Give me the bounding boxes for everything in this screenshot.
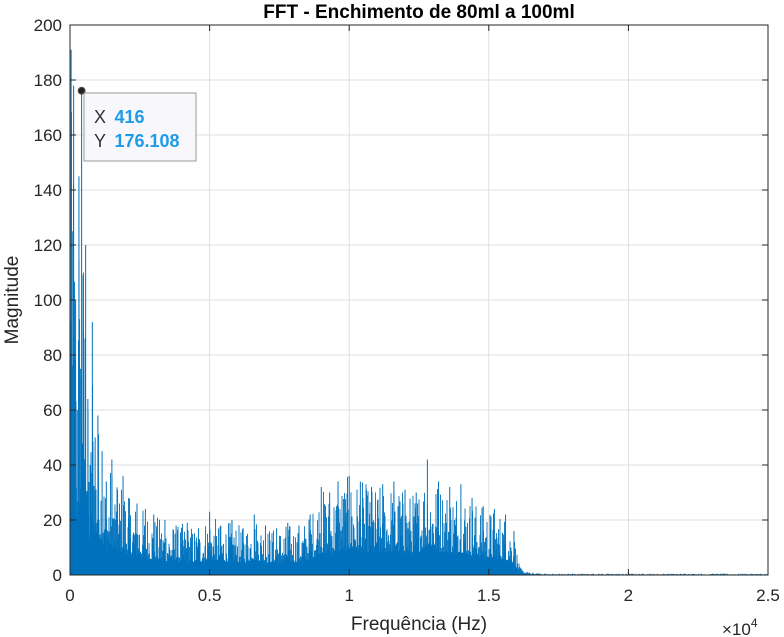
y-tick-label: 20 xyxy=(43,511,62,530)
datatip-y-row: Y 176.108 xyxy=(94,131,180,151)
y-tick-label: 80 xyxy=(43,346,62,365)
y-tick-label: 140 xyxy=(34,181,62,200)
x-exponent-base: ×10 xyxy=(722,620,751,637)
datatip-x-key: X xyxy=(94,107,106,127)
datatip-x-row: X 416 xyxy=(94,107,145,127)
y-tick-label: 160 xyxy=(34,126,62,145)
x-tick-label: 0.5 xyxy=(198,586,222,605)
datatip-y-value: 176.108 xyxy=(114,131,179,151)
y-tick-label: 0 xyxy=(53,566,62,585)
y-axis-label: Magnitude xyxy=(2,256,23,345)
y-tick-label: 180 xyxy=(34,71,62,90)
y-tick-label: 120 xyxy=(34,236,62,255)
y-tick-label: 60 xyxy=(43,401,62,420)
datatip-marker[interactable] xyxy=(77,86,86,95)
chart-title: FFT - Enchimento de 80ml a 100ml xyxy=(263,2,574,23)
x-tick-label: 1.5 xyxy=(477,586,501,605)
fft-series xyxy=(69,49,769,575)
x-tick-label: 2 xyxy=(624,586,633,605)
datatip[interactable]: X 416 Y 176.108 xyxy=(77,86,197,162)
datatip-x-value: 416 xyxy=(114,107,144,127)
y-axis: 0 20 40 60 80 100 120 140 160 180 200 xyxy=(34,16,768,585)
x-tick-label: 1 xyxy=(344,586,353,605)
x-exponent-power: 4 xyxy=(751,616,758,630)
y-tick-label: 100 xyxy=(34,291,62,310)
datatip-box[interactable] xyxy=(83,92,197,162)
x-tick-label: 2.5 xyxy=(756,586,780,605)
x-exponent-label: ×104 xyxy=(722,616,758,637)
x-axis-label: Frequência (Hz) xyxy=(351,614,487,635)
x-axis: 0 0.5 1 1.5 2 2.5 xyxy=(65,25,780,605)
y-tick-label: 40 xyxy=(43,456,62,475)
datatip-y-key: Y xyxy=(94,131,106,151)
x-tick-label: 0 xyxy=(65,586,74,605)
y-tick-label: 200 xyxy=(34,16,62,35)
